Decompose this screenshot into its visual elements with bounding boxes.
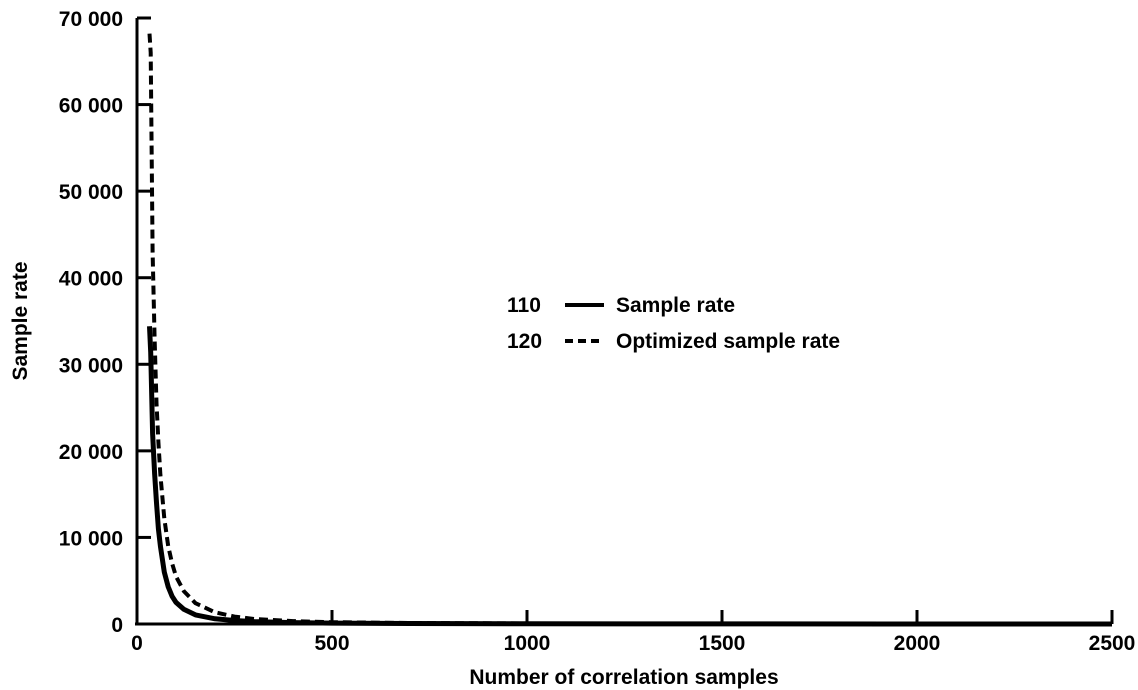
x-tick-label: 2000 xyxy=(894,632,941,655)
legend-item-optimized-sample-rate: 120 Optimized sample rate xyxy=(507,330,840,353)
legend-label-sample-rate: Sample rate xyxy=(616,294,735,317)
legend-label-optimized-sample-rate: Optimized sample rate xyxy=(616,330,840,353)
x-tick-label: 500 xyxy=(314,632,349,655)
legend: 110 Sample rate 120 Optimized sample rat… xyxy=(507,294,840,353)
x-tick-label: 1500 xyxy=(699,632,746,655)
x-tick-label: 2500 xyxy=(1089,632,1136,655)
axes xyxy=(135,18,1112,626)
y-tick-label: 40 000 xyxy=(59,268,123,291)
y-tick-label: 30 000 xyxy=(59,354,123,377)
y-tick-label: 60 000 xyxy=(59,95,123,118)
legend-item-sample-rate: 110 Sample rate xyxy=(507,294,735,317)
y-tick-label: 70 000 xyxy=(59,8,123,31)
x-axis-title: Number of correlation samples xyxy=(469,666,778,689)
series-sample-rate-line xyxy=(147,326,1112,627)
y-tick-label: 50 000 xyxy=(59,181,123,204)
y-axis-title: Sample rate xyxy=(9,261,32,380)
x-tick-label: 0 xyxy=(131,632,143,655)
legend-ref-optimized-sample-rate: 120 xyxy=(507,330,542,353)
series-group xyxy=(147,33,1112,627)
legend-ref-sample-rate: 110 xyxy=(507,294,541,317)
ticks: 0 500 1000 1500 2000 2500 0 10 000 20 000 30 000 4… xyxy=(59,8,1136,655)
y-tick-label: 0 xyxy=(111,614,123,637)
y-tick-label: 10 000 xyxy=(59,527,123,550)
x-tick-label: 1000 xyxy=(504,632,551,655)
series-optimized-sample-rate-line xyxy=(147,33,1112,626)
y-tick-label: 20 000 xyxy=(59,441,123,464)
